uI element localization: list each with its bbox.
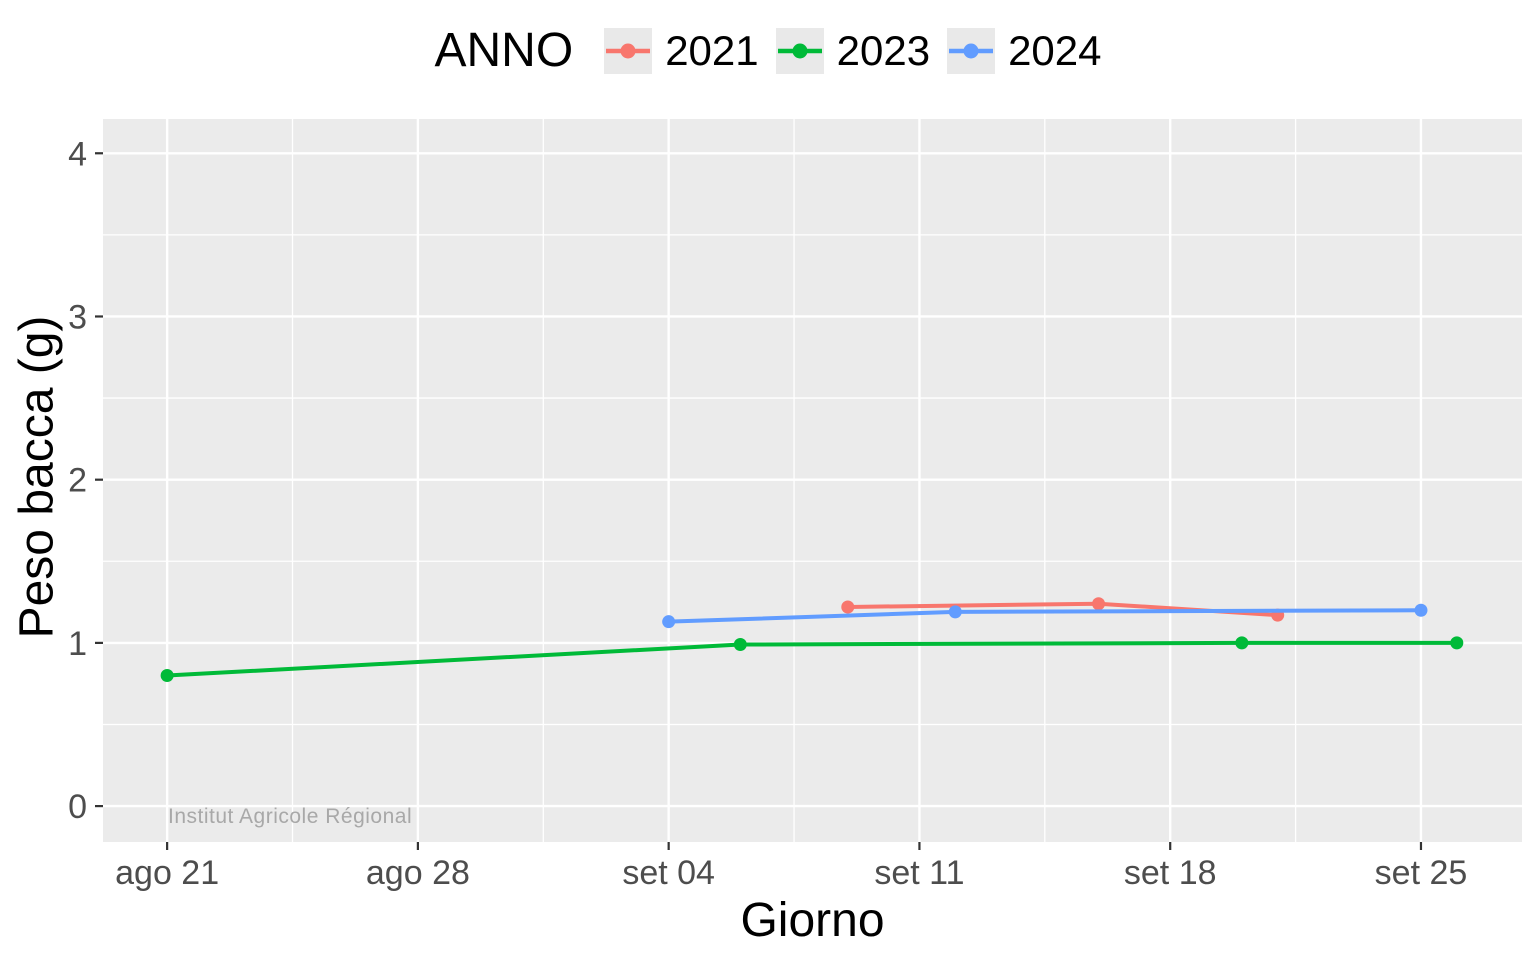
x-tick-label: set 25	[1375, 854, 1468, 892]
x-tick-label: set 11	[874, 854, 964, 892]
x-tick-label: set 18	[1124, 854, 1217, 892]
watermark: Institut Agricole Régional	[168, 805, 413, 828]
y-axis-title: Peso bacca (g)	[10, 315, 64, 639]
y-tick-label: 0	[68, 788, 87, 826]
series-point-2024	[1414, 603, 1428, 617]
series-point-2024	[662, 615, 676, 629]
y-tick-label: 4	[68, 135, 87, 173]
x-axis-title: Giorno	[740, 894, 885, 947]
series-point-2023	[1235, 636, 1249, 650]
series-point-2021	[841, 600, 855, 614]
y-tick-label: 3	[68, 298, 87, 336]
x-tick-label: ago 28	[366, 854, 470, 892]
x-tick-label: ago 21	[115, 854, 219, 892]
series-point-2023	[733, 638, 747, 652]
y-tick-label: 1	[68, 625, 87, 663]
series-point-2023	[160, 669, 174, 683]
y-tick-label: 2	[68, 462, 87, 500]
x-tick-label: set 04	[622, 854, 715, 892]
series-line-2023	[165, 640, 1459, 678]
series-point-2021	[1092, 597, 1106, 611]
series-point-2023	[1450, 636, 1464, 650]
series-point-2024	[948, 605, 962, 619]
